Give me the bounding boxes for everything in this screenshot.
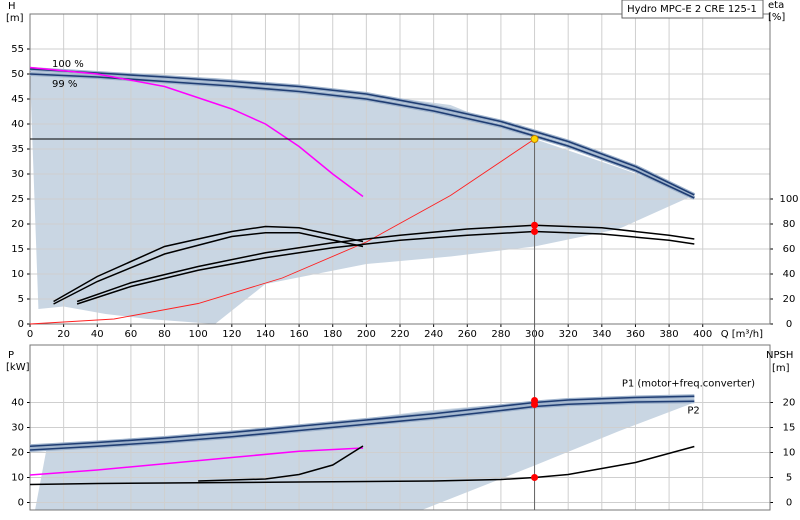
y-tick-label: 5 [18,294,24,305]
y2-tick-label: 60 [783,244,796,255]
curve [29,395,695,448]
curve [29,447,364,476]
chart-title: Hydro MPC-E 2 CRE 125-1 [627,4,757,15]
curve [76,230,695,305]
y-tick-label: 50 [11,69,24,80]
x-axis-label: Q [m³/h] [721,329,763,340]
y2-tick-label: 5 [786,473,792,484]
x-tick-label: 380 [660,329,679,340]
title-box [621,0,764,19]
curve [29,66,364,198]
x-tick-label: 280 [491,329,510,340]
y2-axis-unit: [%] [768,12,785,23]
y-tick-label: 45 [11,94,24,105]
y-tick-label: 40 [11,119,24,130]
y-tick-label: 55 [11,44,24,55]
y-axis-unit: [m] [6,13,24,24]
y2-tick-label: 10 [783,448,796,459]
x-tick-label: 60 [125,329,138,340]
legend-label: 99 % [52,79,77,90]
legend-label: P1 (motor+freq.converter) [622,378,755,389]
duty-point [531,228,539,235]
legend-label: P2 [687,405,699,416]
x-tick-label: 360 [626,329,645,340]
x-tick-label: 340 [592,329,611,340]
x-tick-label: 120 [222,329,241,340]
y-tick-label: 30 [11,169,24,180]
curve [198,445,364,482]
y2-tick-label: 100 [779,194,798,205]
y-tick-label: 10 [11,269,24,280]
x-tick-label: 0 [27,329,33,340]
duty-point [531,474,539,481]
x-tick-label: 160 [290,329,309,340]
y2-tick-label: 80 [783,219,796,230]
x-tick-label: 140 [256,329,275,340]
legend-label: 100 % [52,59,84,70]
y-tick-label: 15 [11,244,24,255]
y-tick-label: 30 [11,423,24,434]
curve [76,224,695,303]
y-axis-label: P [8,350,14,361]
y-axis-label: H [8,1,16,12]
curve [29,68,695,196]
x-tick-label: 260 [458,329,477,340]
x-tick-label: 40 [91,329,104,340]
plot-frame [29,344,771,511]
y-tick-label: 0 [18,319,24,330]
y-tick-label: 25 [11,194,24,205]
x-tick-label: 20 [57,329,70,340]
curve [29,138,535,325]
x-tick-label: 320 [559,329,578,340]
x-tick-label: 200 [357,329,376,340]
y2-tick-label: 0 [786,498,792,509]
y-tick-label: 0 [18,498,24,509]
duty-point [531,401,539,408]
y-axis-unit: [kW] [6,362,30,373]
y2-tick-label: 40 [783,269,796,280]
x-tick-label: 240 [424,329,443,340]
x-tick-label: 400 [693,329,712,340]
y2-axis-label: NPSH [766,350,793,361]
curve [53,232,364,305]
duty-point [531,221,539,229]
x-tick-label: 220 [390,329,409,340]
y-tick-label: 20 [11,219,24,230]
y2-tick-label: 15 [783,423,796,434]
y2-tick-label: 20 [783,398,796,409]
y2-axis-label: eta [768,0,784,11]
y2-axis-unit: [m] [772,363,790,374]
y-tick-label: 10 [11,473,24,484]
curve [29,400,695,451]
duty-point [530,135,539,143]
curve [29,73,695,199]
curve [29,445,695,486]
plot-frame [29,13,771,325]
x-tick-label: 80 [158,329,171,340]
y-tick-label: 40 [11,398,24,409]
x-tick-label: 180 [323,329,342,340]
y-tick-label: 35 [11,144,24,155]
y2-tick-label: 20 [783,294,796,305]
curve [53,225,364,303]
y2-tick-label: 0 [786,319,792,330]
x-tick-label: 100 [189,329,208,340]
y-tick-label: 20 [11,448,24,459]
